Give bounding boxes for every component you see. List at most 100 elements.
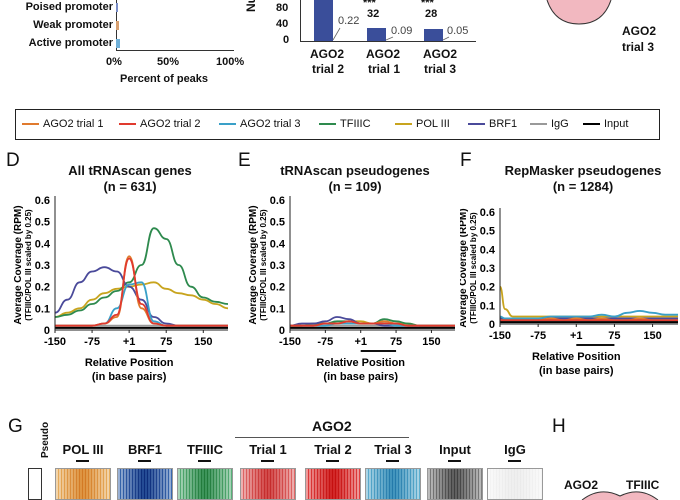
heatmap-column-marker <box>261 460 274 462</box>
x-axis-sublabel: (in base pairs) <box>539 365 614 377</box>
heatmap-column-label: IgG <box>504 442 526 457</box>
panel-letter-f: F <box>460 150 472 171</box>
panel-f-title-2: (n = 1284) <box>552 179 614 194</box>
venn-fragment <box>546 0 612 25</box>
x-tick-label: 150 <box>422 336 440 348</box>
panel-f-title-1: RepMasker pseudogenes <box>504 163 662 178</box>
bar-label-trial-3: 28 <box>425 8 438 20</box>
x-axis-sublabel: (in base pairs) <box>92 371 167 383</box>
y-tick-label: 0.6 <box>35 195 50 207</box>
legend-item: IgG <box>530 118 569 130</box>
legend-swatch <box>219 123 236 125</box>
heatmap-column <box>487 468 543 500</box>
x-tick-label: -150 <box>44 336 66 348</box>
heatmap-column-marker <box>198 460 211 462</box>
legend: AGO2 trial 1 AGO2 trial 2 AGO2 trial 3 T… <box>15 109 660 140</box>
legend-swatch <box>530 123 547 125</box>
panel-d-title-1: All tRNAscan genes <box>68 163 192 178</box>
y-tick-label: 0.1 <box>480 300 495 312</box>
x-axis-label: Relative Position <box>532 351 621 363</box>
x-tick-label: -75 <box>84 336 100 348</box>
legend-label: BRF1 <box>489 118 518 130</box>
y-tick-label: 0.3 <box>270 260 285 272</box>
x-axis-label: Relative Position <box>85 357 174 369</box>
x-tick-label: 150 <box>643 330 661 342</box>
y-tick-label: 0 <box>279 325 285 337</box>
series-line-tfiiic <box>54 227 229 318</box>
x-axis-line <box>116 50 234 51</box>
heatmap-column-marker <box>76 460 89 462</box>
y-axis-line <box>300 0 301 42</box>
venn-h-circles <box>581 491 659 500</box>
promoter-bar-panel: Poised promoter Weak promoter Active pro… <box>0 0 250 95</box>
pseudo-box <box>28 468 42 500</box>
panel-letter-d: D <box>6 150 20 171</box>
legend-swatch <box>583 123 600 125</box>
venn-label-2: trial 3 <box>622 40 655 54</box>
y-tick-label: 0.1 <box>270 303 285 315</box>
heatmap-column <box>305 468 361 500</box>
stars-trial-1: *** <box>363 0 376 9</box>
venn-h-left-label: AGO2 <box>564 478 599 492</box>
ago2-bar-panel: Numb 80 40 0 *** 32 *** 28 0.22 0.09 0.0… <box>244 0 490 100</box>
heatmap-column <box>177 468 233 500</box>
ratio-leader-lines <box>332 27 450 41</box>
heatmap-column-label: BRF1 <box>128 442 162 457</box>
heatmap-column-marker <box>386 460 399 462</box>
legend-label: AGO2 trial 3 <box>240 118 301 130</box>
legend-swatch <box>395 123 412 125</box>
legend-label: TFIIIC <box>340 118 371 130</box>
heatmap-column-label: Trial 1 <box>249 442 287 457</box>
series-line-tfiiic <box>290 318 455 327</box>
legend-label: Input <box>604 118 629 130</box>
legend-swatch <box>468 123 485 125</box>
x-tick-100: 100% <box>216 56 245 68</box>
y-tick-label: 0.2 <box>480 282 495 294</box>
y-tick-label: 0.6 <box>480 207 495 219</box>
y-tick-label: 0.2 <box>270 282 285 294</box>
legend-swatch <box>22 123 39 125</box>
legend-item: Input <box>583 118 628 130</box>
bar-label-trial-1: 32 <box>367 8 380 20</box>
line-chart-e: Average Coverage (RPM) (TFIIIC/POL III sc… <box>248 195 455 383</box>
heatmap-column-marker <box>508 460 521 462</box>
cat-trial-1-l2: trial 1 <box>368 62 401 76</box>
heatmap-column <box>365 468 421 500</box>
x-tick-label: +1 <box>123 336 136 348</box>
legend-item: POL III <box>395 118 450 130</box>
legend-label: POL III <box>416 118 450 130</box>
panel-e-title-1: tRNAscan pseudogenes <box>280 163 430 178</box>
x-tick-label: 75 <box>608 330 620 342</box>
heatmap-column-marker <box>326 460 339 462</box>
x-tick-label: 75 <box>390 336 402 348</box>
legend-swatch <box>319 123 336 125</box>
row-label-active: Active promoter <box>28 37 113 49</box>
heatmap-column <box>55 468 111 500</box>
y-tick-label: 0.4 <box>480 244 496 256</box>
y-axis-label: Average Coverage (RPM) <box>248 205 259 324</box>
y-tick-label: 0.5 <box>35 217 50 229</box>
y-tick-label: 0.6 <box>270 195 285 207</box>
x-tick-label: -75 <box>317 336 333 348</box>
series-line-ago2-trial-2 <box>55 257 228 327</box>
y-tick-label: 0 <box>44 325 50 337</box>
series-line-pol-iii <box>54 281 229 318</box>
series-line-ago2-trial-3 <box>499 310 678 320</box>
heatmap-column-label: Trial 3 <box>374 442 412 457</box>
y-tick-label: 0.1 <box>35 303 50 315</box>
y-tick-label: 0.4 <box>35 238 51 250</box>
legend-label: AGO2 trial 2 <box>140 118 201 130</box>
ratio-label-trial-1: 0.09 <box>391 25 413 37</box>
series-line-ago2-trial-1 <box>55 255 228 327</box>
legend-swatch <box>119 123 136 125</box>
y-tick-label: 0.5 <box>480 226 495 238</box>
panel-d-title: All tRNAscan genes (n = 631) <box>30 163 230 195</box>
heatmap-column-marker <box>138 460 151 462</box>
ago2-group-label: AGO2 <box>312 418 352 434</box>
y-tick-40: 40 <box>276 18 289 30</box>
panel-f-title: RepMasker pseudogenes (n = 1284) <box>488 163 678 195</box>
panel-letter-g: G <box>8 416 23 437</box>
x-tick-50: 50% <box>157 56 180 68</box>
series-line-ago2-trial-2 <box>290 320 455 327</box>
y-tick-0: 0 <box>283 34 290 46</box>
